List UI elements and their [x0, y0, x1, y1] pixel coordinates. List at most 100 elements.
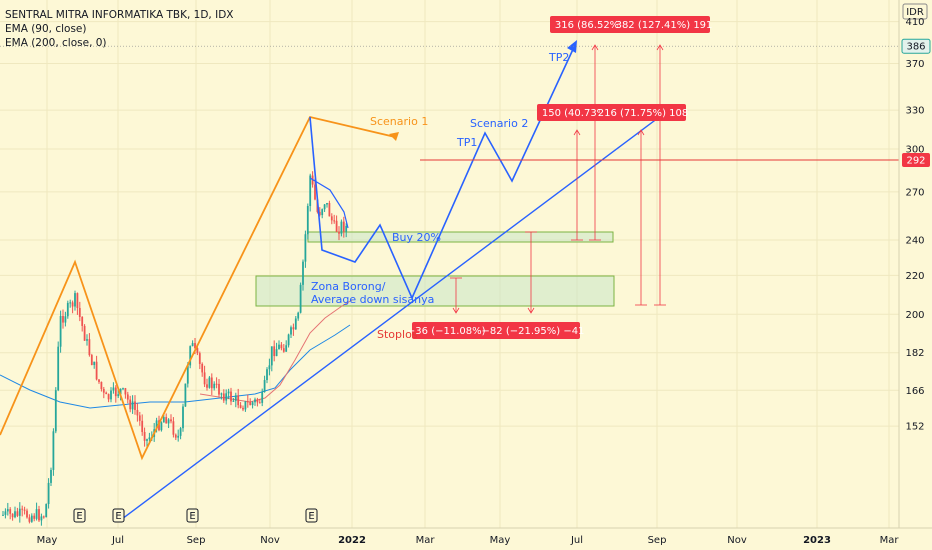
candle-body — [93, 361, 96, 366]
candle-body — [88, 339, 91, 356]
candle-body — [90, 355, 93, 366]
candle-body — [162, 417, 165, 423]
candle-body — [26, 510, 28, 518]
candle-body — [129, 399, 132, 410]
symbol-title[interactable]: SENTRAL MITRA INFORMATIKA TBK, 1D, IDX — [5, 9, 234, 21]
label-buy: Buy 20% — [392, 231, 441, 244]
candle-body — [270, 346, 273, 366]
scenario1-arrowhead — [389, 132, 399, 141]
candle-body — [114, 387, 117, 397]
candle-body — [4, 511, 7, 515]
candle-body — [299, 284, 302, 313]
price-tick-label: 182 — [905, 348, 924, 359]
candle-body — [196, 348, 199, 354]
time-tick-label: Mar — [416, 535, 436, 546]
label-tp2: TP2 — [548, 51, 569, 64]
stoploss-level-tag — [902, 152, 930, 167]
measure-tp2-b-label: 382 (127.41%) 191 — [616, 20, 713, 31]
candle-body — [100, 381, 103, 390]
measure-sl-b-label: −82 (−21.95%) −41 — [482, 326, 585, 337]
candle-body — [268, 365, 271, 370]
event-marker-label: E — [115, 511, 121, 522]
candle-body — [107, 394, 110, 400]
measure-sl-a-label: −36 (−11.08%) − — [407, 326, 497, 337]
scenario1-path — [0, 115, 396, 461]
candle-body — [76, 293, 79, 308]
candle-body — [141, 420, 144, 433]
current-price-tag — [901, 38, 931, 54]
candle-body — [330, 216, 333, 221]
candle-body — [131, 401, 134, 410]
label-tp1: TP1 — [456, 136, 477, 149]
time-tick-label: 2023 — [803, 535, 831, 546]
candle-body — [35, 509, 38, 519]
drawings — [0, 40, 663, 523]
measure-tp2-a-box — [550, 16, 628, 33]
label-scenario1: Scenario 1 — [370, 115, 428, 128]
candle-body — [57, 346, 60, 391]
candle-body — [33, 515, 36, 519]
measure-head-sl-b — [527, 307, 535, 314]
candle-body — [6, 509, 9, 512]
candle-body — [18, 508, 21, 516]
price-axis-bg — [899, 0, 932, 528]
candle-body — [191, 343, 194, 347]
candle-body — [11, 513, 14, 518]
candle-body — [102, 389, 105, 393]
candle-body — [208, 377, 211, 388]
time-axis-bg — [0, 528, 932, 550]
candle-body — [302, 261, 304, 285]
price-tick-label: 270 — [905, 187, 924, 198]
candle-body — [182, 406, 184, 429]
time-tick-label: Mar — [880, 535, 900, 546]
label-scenario2: Scenario 2 — [470, 117, 528, 130]
ema200-legend[interactable]: EMA (200, close, 0) — [5, 37, 107, 49]
candle-body — [254, 399, 256, 403]
candle-body — [52, 431, 55, 470]
price-axis[interactable]: IDR1521661822002202402703003303704104504… — [898, 0, 932, 528]
candle-body — [256, 399, 259, 403]
candle-body — [194, 343, 196, 349]
candle-body — [218, 383, 220, 395]
candle-body — [206, 384, 208, 388]
candle-body — [59, 315, 62, 347]
candle-body — [45, 504, 48, 518]
measure-head-tp2-a — [591, 44, 599, 51]
event-marker-label: E — [76, 511, 82, 522]
candle-body — [328, 202, 331, 217]
candle-body — [294, 318, 297, 330]
candle-body — [237, 395, 240, 406]
measure-head-tp1-a — [573, 129, 581, 136]
candle-body — [304, 234, 307, 262]
candle-body — [155, 420, 158, 430]
candle-body — [335, 220, 338, 232]
candle-body — [232, 400, 235, 402]
event-marker-box — [73, 508, 86, 523]
candle-body — [225, 393, 228, 401]
candle-body — [242, 407, 244, 410]
price-tick-label: 240 — [905, 235, 924, 246]
scenario2-path — [309, 44, 576, 300]
time-tick-label: Sep — [187, 535, 206, 546]
candle-body — [290, 327, 292, 335]
candle-body — [98, 379, 100, 382]
candle-body — [258, 402, 261, 404]
stoploss-level-tag-label: 292 — [906, 155, 925, 166]
scenario2-arrowhead — [567, 40, 577, 53]
time-axis[interactable]: May Jul Sep Nov 2022 Mar May Jul Sep Nov 2023 Mar — [0, 527, 932, 550]
candle-body — [138, 415, 141, 421]
candle-body — [105, 392, 108, 395]
candle-body — [54, 390, 57, 432]
candle-body — [261, 392, 264, 403]
candle-body — [251, 402, 254, 406]
candle-body — [110, 390, 112, 400]
ema90-legend[interactable]: EMA (90, close) — [5, 23, 87, 35]
candle-body — [323, 204, 326, 210]
zones — [255, 231, 615, 307]
candle-body — [282, 348, 285, 352]
price-tick-label: 220 — [905, 271, 924, 282]
candle-body — [266, 369, 268, 381]
candle-body — [220, 393, 223, 395]
candle-body — [249, 402, 252, 406]
